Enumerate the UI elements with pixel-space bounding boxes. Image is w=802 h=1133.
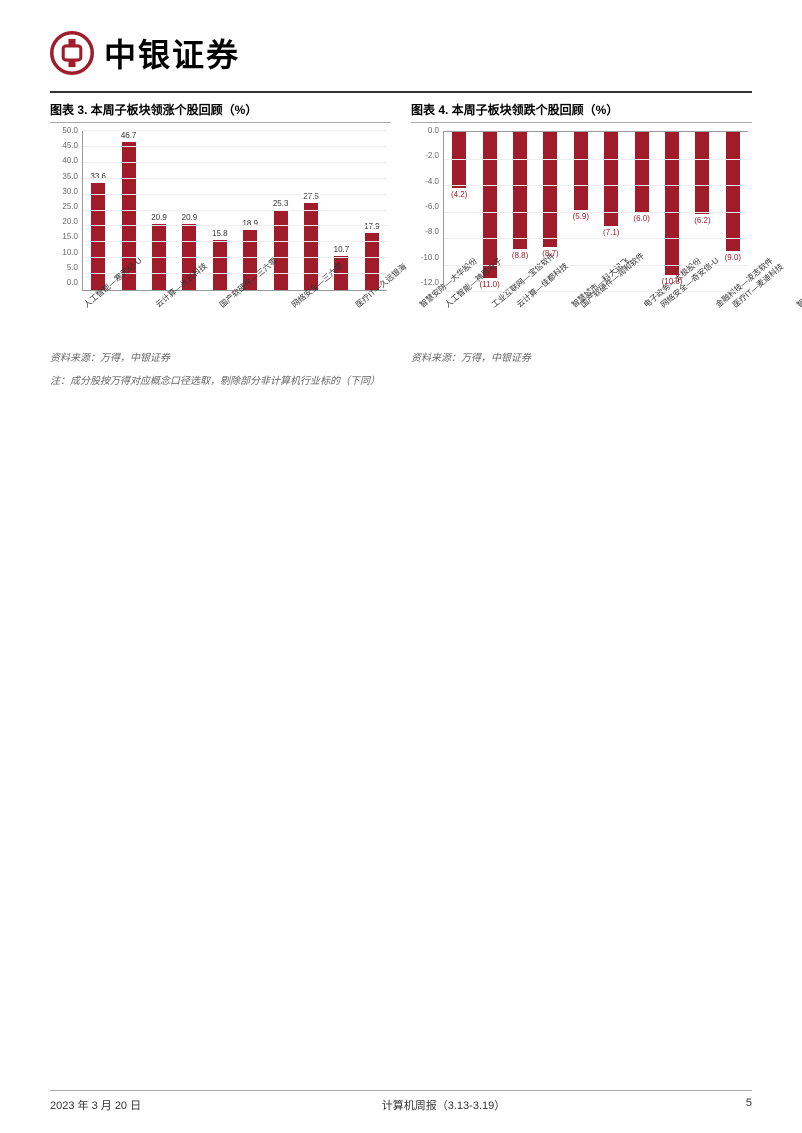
boc-logo-icon <box>50 31 94 75</box>
chart4-yaxis: 0.0-2.0-4.0-6.0-8.0-10.0-12.0 <box>411 131 439 291</box>
ytick-label: 0.0 <box>50 279 78 287</box>
bar-value-label: 25.3 <box>273 199 289 208</box>
ytick-label: -10.0 <box>411 254 439 262</box>
bar-value-label: (6.2) <box>694 216 710 225</box>
chart3-title: 图表 3. 本周子板块领涨个股回顾（%） <box>50 101 391 123</box>
chart3-column: 图表 3. 本周子板块领涨个股回顾（%） 50.0 45.0 40.0 35.0 30.… <box>50 101 391 389</box>
bar-value-label: 20.9 <box>182 213 198 222</box>
bar-value-label: 15.8 <box>212 229 228 238</box>
ytick-label: 45.0 <box>50 142 78 150</box>
ytick-label: 15.0 <box>50 233 78 241</box>
bar-value-label: 10.7 <box>334 245 350 254</box>
grid-line <box>83 241 387 242</box>
bar <box>483 132 497 278</box>
chart4-column: 图表 4. 本周子板块领跌个股回顾（%） 0.0 -2.0 -4.0 -6.0 -8.0… <box>411 101 752 389</box>
grid-line <box>83 130 387 131</box>
ytick-label: -12.0 <box>411 279 439 287</box>
charts-row: 图表 3. 本周子板块领涨个股回顾（%） 50.0 45.0 40.0 35.0 30.… <box>50 101 752 389</box>
footer-page: 5 <box>746 1097 752 1113</box>
ytick-label: 40.0 <box>50 157 78 165</box>
grid-line <box>83 194 387 195</box>
bar-value-label: (9.0) <box>725 253 741 262</box>
brand-name: 中银证券 <box>104 30 240 76</box>
bar <box>452 132 466 188</box>
bar-wrap: 33.6 <box>83 131 113 290</box>
chart3-source: 资料来源：万得，中银证券 <box>50 351 391 366</box>
bar <box>213 240 227 290</box>
bar-value-label: (8.8) <box>512 251 528 260</box>
chart3-note: 注：成分股按万得对应概念口径选取，剔除部分非计算机行业标的（下同） <box>50 374 391 389</box>
ytick-label: 0.0 <box>411 127 439 135</box>
chart3-yaxis: 50.045.040.035.030.025.020.015.010.05.00… <box>50 131 78 291</box>
bar <box>304 203 318 290</box>
bar <box>635 132 649 212</box>
ytick-label: 25.0 <box>50 203 78 211</box>
page-header: 中银证券 <box>50 30 752 76</box>
bar-value-label: (6.0) <box>633 214 649 223</box>
ytick-label: 30.0 <box>50 188 78 196</box>
bar-value-label: 20.9 <box>151 213 167 222</box>
grid-line <box>83 210 387 211</box>
bar <box>665 132 679 275</box>
ytick-label: -2.0 <box>411 152 439 160</box>
bar <box>513 132 527 249</box>
chart3-xlabels: 人工智能—寒武纪-U云计算—光云科技国产软硬件—三六零网络安全—三六零医疗IT—… <box>82 291 387 302</box>
ytick-label: 50.0 <box>50 127 78 135</box>
bar-value-label: 46.7 <box>121 131 137 140</box>
ytick-label: 10.0 <box>50 249 78 257</box>
grid-line <box>444 185 748 186</box>
bar-wrap: 20.9 <box>144 131 174 290</box>
grid-line <box>83 178 387 179</box>
grid-line <box>444 159 748 160</box>
grid-line <box>83 225 387 226</box>
bar <box>574 132 588 210</box>
bar-value-label: (7.1) <box>603 228 619 237</box>
ytick-label: -6.0 <box>411 203 439 211</box>
bar-value-label: (5.9) <box>573 212 589 221</box>
chart3-area: 50.045.040.035.030.025.020.015.010.05.00… <box>50 131 391 291</box>
bar-value-label: (8.7) <box>542 249 558 258</box>
chart4-source: 资料来源：万得，中银证券 <box>411 351 752 366</box>
bar <box>695 132 709 214</box>
bar <box>543 132 557 247</box>
bar-wrap: 15.8 <box>205 131 235 290</box>
footer-title: 计算机周报（3.13-3.19） <box>382 1097 505 1113</box>
bar-value-label: 18.9 <box>242 219 258 228</box>
ytick-label: 5.0 <box>50 264 78 272</box>
chart4-area: 0.0-2.0-4.0-6.0-8.0-10.0-12.0 (4.2)(11.0… <box>411 131 752 291</box>
bar-value-label: (4.2) <box>451 190 467 199</box>
chart4-title: 图表 4. 本周子板块领跌个股回顾（%） <box>411 101 752 123</box>
ytick-label: -4.0 <box>411 178 439 186</box>
footer-date: 2023 年 3 月 20 日 <box>50 1097 141 1113</box>
grid-line <box>444 212 748 213</box>
grid-line <box>444 238 748 239</box>
header-rule <box>50 91 752 93</box>
ytick-label: 20.0 <box>50 218 78 226</box>
ytick-label: 35.0 <box>50 173 78 181</box>
chart4-xlabels: 人工智能—神思电子云计算—佳都科技国产软硬件—润和软件网络安全—奇安信-U医疗I… <box>443 291 748 302</box>
grid-line <box>83 257 387 258</box>
page-footer: 2023 年 3 月 20 日 计算机周报（3.13-3.19） 5 <box>50 1090 752 1113</box>
grid-line <box>83 146 387 147</box>
x-category-label: 智慧安防—宇中科技 <box>794 255 802 310</box>
ytick-label: -8.0 <box>411 228 439 236</box>
bar-value-label: 33.6 <box>90 172 106 181</box>
bar-wrap: 17.9 <box>357 131 387 290</box>
bar <box>726 132 740 251</box>
bar-wrap: 27.5 <box>296 131 326 290</box>
bar <box>274 210 288 290</box>
bar-value-label: 17.9 <box>364 222 380 231</box>
grid-line <box>83 162 387 163</box>
